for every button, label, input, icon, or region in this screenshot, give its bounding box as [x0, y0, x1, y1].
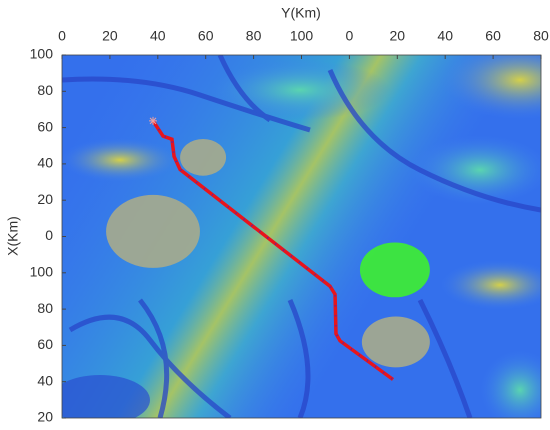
y-tick-label: 40: [37, 372, 53, 388]
terrain: [62, 55, 541, 418]
zone: [180, 139, 227, 176]
y-tick-label: 0: [45, 227, 53, 243]
x-tick-label: 40: [437, 28, 453, 44]
y-tick-label: 100: [30, 46, 54, 62]
y-tick-label: 60: [37, 118, 53, 134]
x-tick-label: 0: [58, 28, 66, 44]
route: [151, 119, 395, 381]
y-tick-label: 40: [37, 155, 53, 171]
zone: [359, 242, 430, 298]
x-tick-label: 40: [150, 28, 166, 44]
x-tick-label: 20: [102, 28, 118, 44]
y-tick-label: 100: [30, 264, 54, 280]
zone: [361, 316, 430, 368]
x-tick-label: 80: [533, 28, 549, 44]
zone: [106, 194, 200, 268]
x-tick-label: 100: [290, 28, 314, 44]
y-tick-label: 80: [37, 300, 53, 316]
x-tick-label: 60: [485, 28, 501, 44]
x-tick-label: 80: [246, 28, 262, 44]
x-tick-label: 60: [198, 28, 214, 44]
x-tick-label: 20: [390, 28, 406, 44]
y-tick-label: 20: [37, 191, 53, 207]
y-tick-label: 80: [37, 82, 53, 98]
route-start: [149, 116, 158, 125]
y-tick-label: 60: [37, 336, 53, 352]
x-tick-label: 0: [346, 28, 354, 44]
x-axis-label: Y(Km): [281, 5, 321, 21]
y-tick-label: 20: [37, 409, 53, 425]
y-axis-label: X(Km): [5, 216, 21, 256]
